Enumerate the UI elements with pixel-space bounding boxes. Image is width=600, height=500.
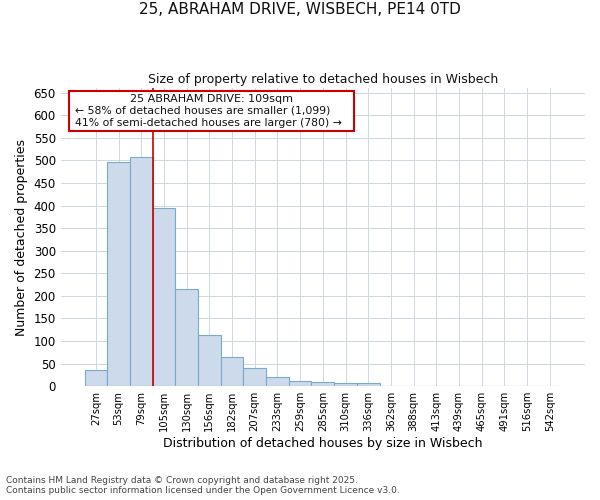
Text: Contains HM Land Registry data © Crown copyright and database right 2025.
Contai: Contains HM Land Registry data © Crown c… (6, 476, 400, 495)
Text: 25 ABRAHAM DRIVE: 109sqm: 25 ABRAHAM DRIVE: 109sqm (130, 94, 293, 104)
FancyBboxPatch shape (68, 91, 354, 132)
Title: Size of property relative to detached houses in Wisbech: Size of property relative to detached ho… (148, 72, 498, 86)
Bar (175, 289, 198, 386)
Bar (289, 381, 311, 386)
Text: 41% of semi-detached houses are larger (780) →: 41% of semi-detached houses are larger (… (75, 118, 341, 128)
Bar (130, 157, 152, 386)
Bar (152, 208, 175, 386)
Bar (266, 377, 289, 386)
Bar (334, 382, 357, 386)
Bar (357, 382, 380, 386)
Bar (311, 382, 334, 386)
Text: ← 58% of detached houses are smaller (1,099): ← 58% of detached houses are smaller (1,… (75, 106, 330, 116)
X-axis label: Distribution of detached houses by size in Wisbech: Distribution of detached houses by size … (163, 437, 482, 450)
Bar (198, 335, 221, 386)
Text: 25, ABRAHAM DRIVE, WISBECH, PE14 0TD: 25, ABRAHAM DRIVE, WISBECH, PE14 0TD (139, 2, 461, 18)
Y-axis label: Number of detached properties: Number of detached properties (15, 138, 28, 336)
Bar (85, 370, 107, 386)
Bar (221, 357, 244, 386)
Bar (244, 368, 266, 386)
Bar (107, 162, 130, 386)
